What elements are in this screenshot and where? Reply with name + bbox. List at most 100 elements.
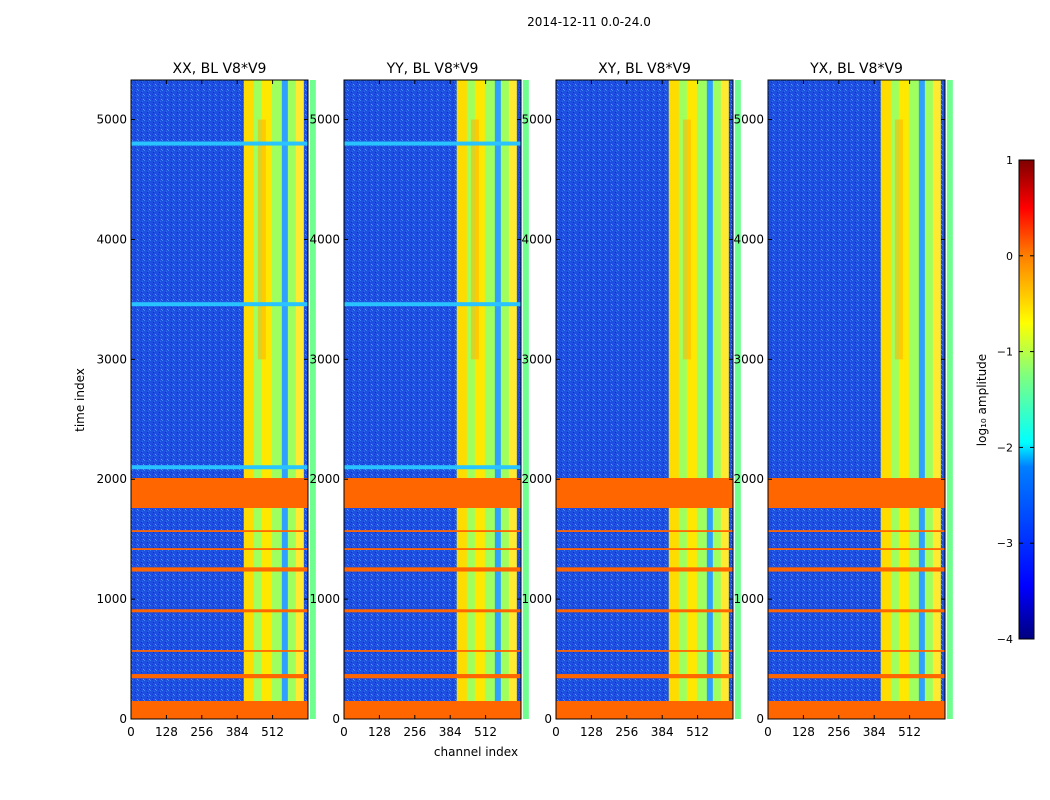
flagged-rows xyxy=(344,650,521,652)
flagged-rows xyxy=(344,548,521,550)
y-tick-label: 2000 xyxy=(309,472,340,486)
band-stripe xyxy=(295,80,304,719)
figure-suptitle: 2014-12-11 0.0-24.0 xyxy=(527,15,651,29)
flagged-rows xyxy=(131,567,308,572)
rfi-line xyxy=(131,302,308,307)
band-stripe xyxy=(522,80,529,719)
y-tick-label: 5000 xyxy=(96,113,127,127)
y-tick-label: 1000 xyxy=(521,592,552,606)
panel-title: XX, BL V8*V9 xyxy=(173,61,267,77)
x-tick-label: 128 xyxy=(792,725,815,739)
y-tick-label: 0 xyxy=(332,712,340,726)
x-tick-label: 512 xyxy=(898,725,921,739)
band-stripe xyxy=(898,80,909,719)
flagged-rows xyxy=(768,701,945,719)
flagged-rows xyxy=(556,567,733,572)
hot-region xyxy=(894,119,903,360)
rfi-line xyxy=(131,465,308,470)
band-stripe xyxy=(880,80,891,719)
flagged-rows xyxy=(768,530,945,532)
hot-region xyxy=(470,119,479,360)
flagged-rows xyxy=(344,530,521,532)
colorbar-label: log₁₀ amplitude xyxy=(975,354,989,446)
panel-2: XY, BL V8*V9 0 128 256 384 512 0 1000 2000 3000 40… xyxy=(521,61,741,739)
x-tick-label: 0 xyxy=(764,725,772,739)
colorbar-tick-label: −1 xyxy=(997,346,1013,359)
y-tick-label: 3000 xyxy=(733,352,764,366)
band-stripe xyxy=(474,80,485,719)
colorbar-tick-label: −3 xyxy=(997,537,1013,550)
panel-0: XX, BL V8*V9 0 128 256 384 512 0 1000 2000 3000 40… xyxy=(96,61,316,739)
x-axis-label: channel index xyxy=(434,745,518,759)
y-tick-label: 3000 xyxy=(96,352,127,366)
flagged-rows xyxy=(556,548,733,550)
flagged-rows xyxy=(556,650,733,652)
hot-region xyxy=(257,119,266,360)
flagged-rows xyxy=(768,567,945,572)
x-tick-label: 0 xyxy=(340,725,348,739)
band-stripe xyxy=(456,80,467,719)
colorbar-tick-label: 1 xyxy=(1006,154,1013,167)
flagged-rows xyxy=(131,701,308,719)
x-tick-label: 512 xyxy=(261,725,284,739)
colorbar: −4 −3 −2 −1 0 1 log₁₀ amplitude xyxy=(975,154,1035,646)
band-stripe xyxy=(932,80,941,719)
flagged-rows xyxy=(556,609,733,613)
y-tick-label: 1000 xyxy=(96,592,127,606)
y-tick-label: 5000 xyxy=(733,113,764,127)
band-stripe xyxy=(243,80,254,719)
x-tick-label: 256 xyxy=(827,725,850,739)
y-tick-label: 1000 xyxy=(733,592,764,606)
x-tick-label: 384 xyxy=(439,725,462,739)
flagged-rows xyxy=(768,478,945,508)
panel-title: YX, BL V8*V9 xyxy=(809,61,903,77)
flagged-rows xyxy=(344,701,521,719)
panel-frame xyxy=(130,79,309,720)
y-tick-label: 2000 xyxy=(96,472,127,486)
rfi-line xyxy=(344,141,521,146)
colorbar-tick-label: 0 xyxy=(1006,250,1013,263)
flagged-rows xyxy=(556,478,733,508)
flagged-rows xyxy=(344,567,521,572)
flagged-rows xyxy=(556,674,733,679)
x-tick-label: 512 xyxy=(686,725,709,739)
flagged-rows xyxy=(344,674,521,679)
flagged-rows xyxy=(131,478,308,508)
band-stripe xyxy=(281,80,288,719)
x-tick-label: 0 xyxy=(552,725,560,739)
hot-region xyxy=(682,119,691,360)
panel-1: YY, BL V8*V9 0 128 256 384 512 0 1000 2000 3000 40… xyxy=(309,61,529,739)
y-tick-label: 3000 xyxy=(309,352,340,366)
y-tick-label: 0 xyxy=(756,712,764,726)
y-tick-label: 3000 xyxy=(521,352,552,366)
y-tick-label: 4000 xyxy=(521,232,552,246)
flagged-rows xyxy=(556,701,733,719)
y-tick-label: 4000 xyxy=(733,232,764,246)
panel-frame xyxy=(767,79,946,720)
x-tick-label: 384 xyxy=(651,725,674,739)
y-tick-label: 2000 xyxy=(733,472,764,486)
rfi-line xyxy=(131,141,308,146)
y-tick-label: 1000 xyxy=(309,592,340,606)
flagged-rows xyxy=(556,530,733,532)
band-stripe xyxy=(668,80,679,719)
y-tick-label: 5000 xyxy=(309,113,340,127)
panel-3: YX, BL V8*V9 0 128 256 384 512 0 1000 2000 3000 40… xyxy=(733,61,953,739)
y-tick-label: 2000 xyxy=(521,472,552,486)
y-tick-label: 0 xyxy=(544,712,552,726)
y-tick-label: 5000 xyxy=(521,113,552,127)
x-tick-label: 0 xyxy=(127,725,135,739)
band-stripe xyxy=(508,80,517,719)
flagged-rows xyxy=(768,674,945,679)
x-tick-label: 128 xyxy=(580,725,603,739)
band-stripe xyxy=(686,80,697,719)
rfi-line xyxy=(344,465,521,470)
colorbar-tick-label: −4 xyxy=(997,633,1013,646)
flagged-rows xyxy=(768,609,945,613)
x-tick-label: 384 xyxy=(226,725,249,739)
band-stripe xyxy=(734,80,741,719)
x-tick-label: 256 xyxy=(615,725,638,739)
band-stripe xyxy=(918,80,925,719)
y-axis-label: time index xyxy=(73,368,87,432)
